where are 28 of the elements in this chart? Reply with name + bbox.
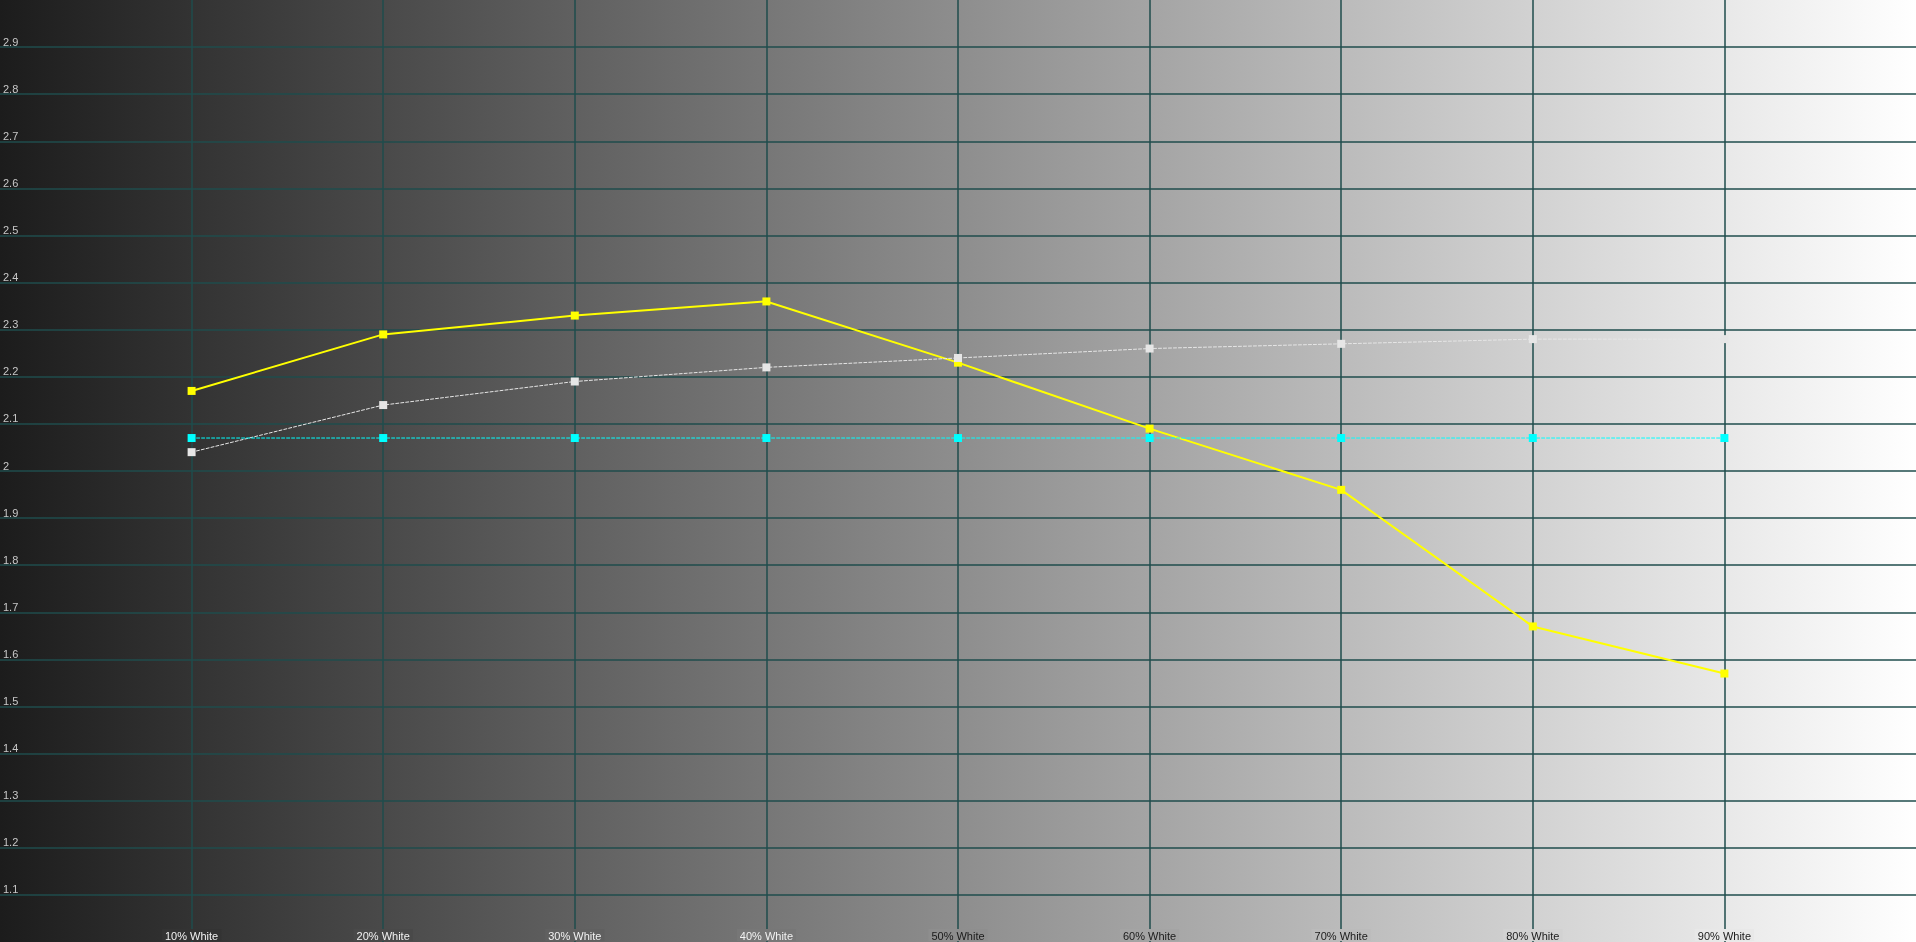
y-tick-label: 1.3 xyxy=(3,789,19,802)
y-tick-label: 1.8 xyxy=(3,553,19,566)
x-tick-label: 50% White xyxy=(931,929,985,942)
y-tick-label: 1.4 xyxy=(3,742,19,755)
y-tick-label: 2.1 xyxy=(3,412,19,425)
y-tick-label: 2.7 xyxy=(3,129,19,142)
y-tick-label: 1.6 xyxy=(3,647,19,660)
y-tick-label: 1.5 xyxy=(3,695,19,707)
x-tick-label: 40% White xyxy=(739,929,793,942)
y-tick-label: 2.8 xyxy=(3,82,19,95)
y-tick-label: 2.2 xyxy=(3,365,19,378)
y-tick-label: 2.9 xyxy=(3,35,19,48)
y-tick-label: 2.5 xyxy=(3,224,19,236)
y-tick-label: 2.6 xyxy=(3,176,19,189)
x-tick-label: 90% White xyxy=(1697,929,1751,942)
y-tick-label: 2 xyxy=(3,459,10,472)
x-tick-label: 60% White xyxy=(1123,929,1177,942)
x-tick-label: 20% White xyxy=(356,929,410,942)
y-tick-label: 1.1 xyxy=(3,883,19,896)
x-tick-label: 10% White xyxy=(165,929,219,942)
y-tick-label: 1.2 xyxy=(3,836,19,849)
y-tick-label: 1.7 xyxy=(3,600,19,613)
y-tick-label: 2.3 xyxy=(3,318,19,331)
x-tick-label: 70% White xyxy=(1314,929,1368,942)
x-tick-label: 30% White xyxy=(548,929,602,942)
y-tick-label: 1.9 xyxy=(3,506,19,519)
x-tick-label: 80% White xyxy=(1506,929,1560,942)
y-tick-label: 2.4 xyxy=(3,271,19,284)
